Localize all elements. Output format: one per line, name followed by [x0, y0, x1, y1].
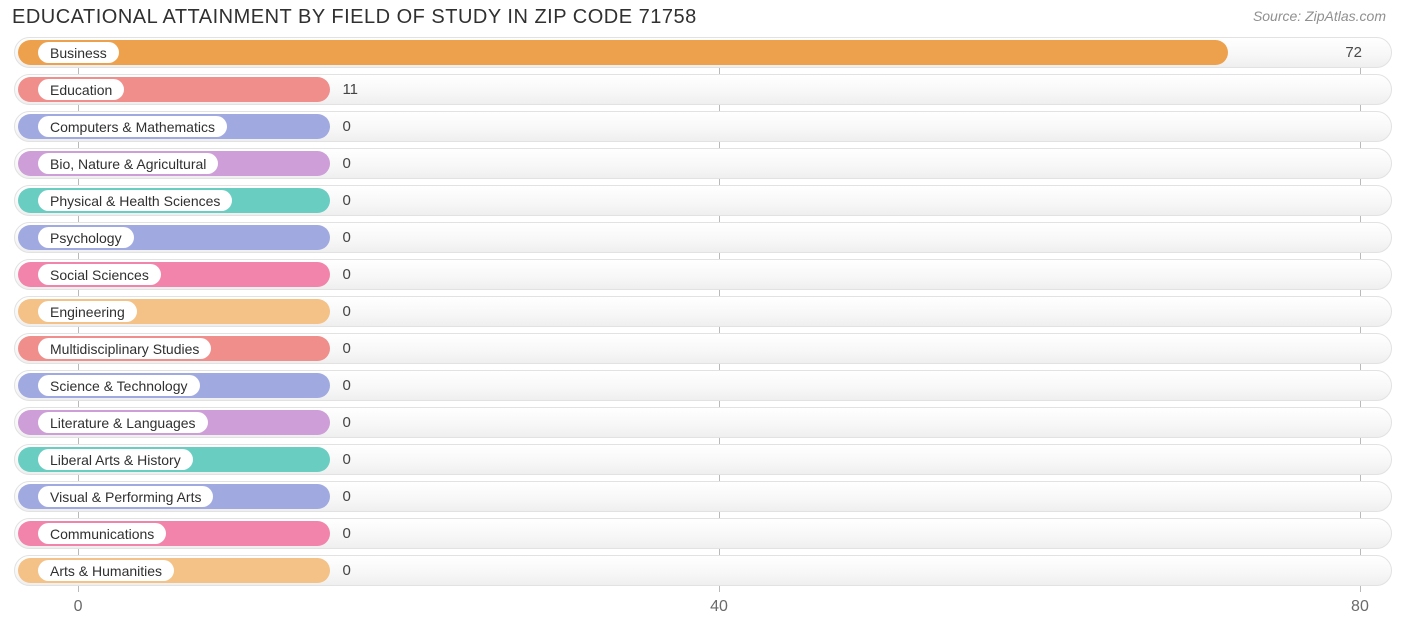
x-tick: 80 [1351, 598, 1369, 616]
bar-row: Computers & Mathematics 0 [14, 111, 1392, 142]
bar-label: Physical & Health Sciences [38, 190, 232, 211]
chart-title: EDUCATIONAL ATTAINMENT BY FIELD OF STUDY… [12, 6, 697, 29]
bar-value: 0 [342, 148, 350, 179]
bar-value: 0 [342, 370, 350, 401]
chart-area: Business 72 Education 11 Computers & Mathema… [14, 37, 1392, 592]
bar-value: 0 [342, 333, 350, 364]
bar-row: Business 72 [14, 37, 1392, 68]
bar-label: Business [38, 42, 119, 63]
bar-label: Multidisciplinary Studies [38, 338, 211, 359]
bar-row: Social Sciences 0 [14, 259, 1392, 290]
bar-value: 0 [342, 111, 350, 142]
bar-value: 0 [342, 185, 350, 216]
bar-label: Arts & Humanities [38, 560, 174, 581]
bar-row: Engineering 0 [14, 296, 1392, 327]
bar-row: Psychology 0 [14, 222, 1392, 253]
bar-label: Visual & Performing Arts [38, 486, 213, 507]
bar-row: Arts & Humanities 0 [14, 555, 1392, 586]
bar-value: 0 [342, 222, 350, 253]
bar-value: 0 [342, 407, 350, 438]
bar-value: 11 [342, 74, 358, 105]
x-tick: 40 [710, 598, 728, 616]
bar-value: 0 [342, 296, 350, 327]
x-tick: 0 [74, 598, 83, 616]
bar-row: Education 11 [14, 74, 1392, 105]
bar-label: Computers & Mathematics [38, 116, 227, 137]
bar-value: 72 [1345, 37, 1362, 68]
bar-value: 0 [342, 481, 350, 512]
bar-row: Visual & Performing Arts 0 [14, 481, 1392, 512]
bar-value: 0 [342, 555, 350, 586]
bar-row: Bio, Nature & Agricultural 0 [14, 148, 1392, 179]
bar-label: Literature & Languages [38, 412, 208, 433]
bar-row: Multidisciplinary Studies 0 [14, 333, 1392, 364]
bar-label: Engineering [38, 301, 137, 322]
chart-source: Source: ZipAtlas.com [1253, 6, 1386, 24]
bar-label: Science & Technology [38, 375, 200, 396]
bar-label: Liberal Arts & History [38, 449, 193, 470]
bar-fill [18, 40, 1228, 65]
bar-row: Literature & Languages 0 [14, 407, 1392, 438]
x-axis: 0 40 80 [14, 592, 1392, 622]
bar-label: Communications [38, 523, 166, 544]
bar-value: 0 [342, 259, 350, 290]
bar-label: Psychology [38, 227, 134, 248]
bar-row: Physical & Health Sciences 0 [14, 185, 1392, 216]
bar-row: Science & Technology 0 [14, 370, 1392, 401]
bar-value: 0 [342, 518, 350, 549]
bar-row: Liberal Arts & History 0 [14, 444, 1392, 475]
bar-label: Social Sciences [38, 264, 161, 285]
bar-value: 0 [342, 444, 350, 475]
bar-label: Education [38, 79, 124, 100]
bar-label: Bio, Nature & Agricultural [38, 153, 218, 174]
bar-row: Communications 0 [14, 518, 1392, 549]
